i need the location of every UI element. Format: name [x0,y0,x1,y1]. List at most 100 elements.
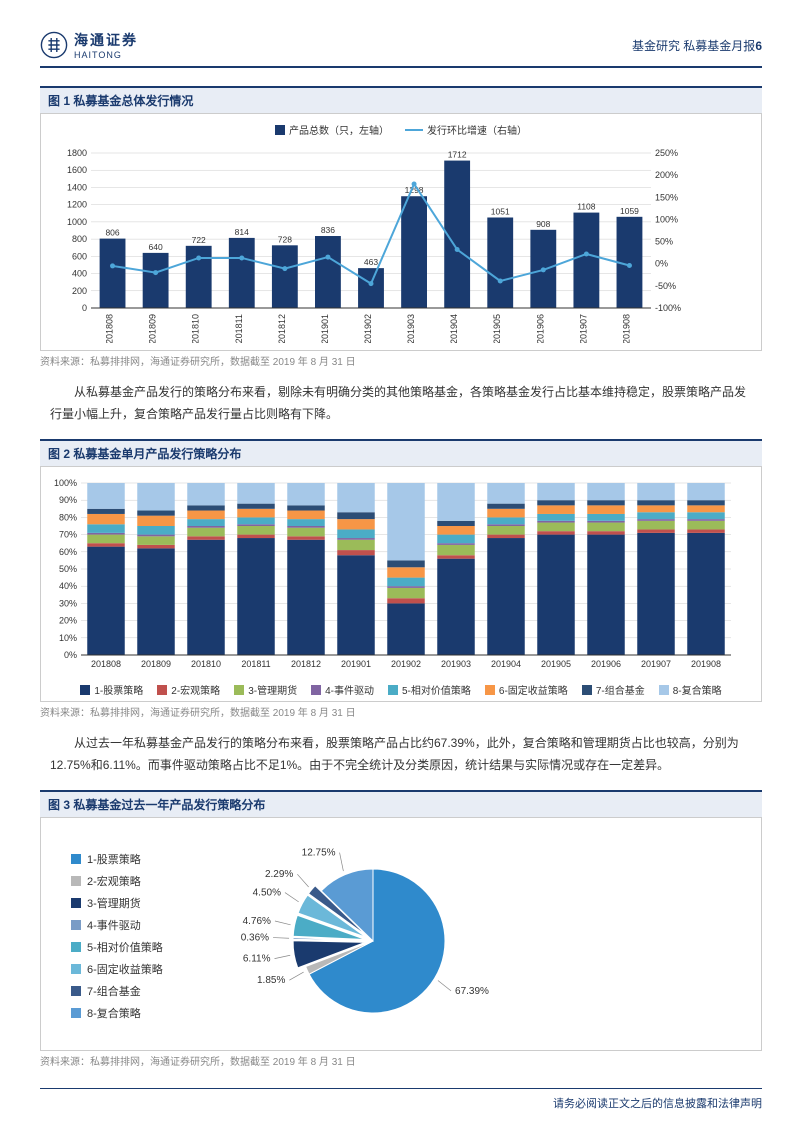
chart1-legend: 产品总数（只，左轴） 发行环比增速（右轴） [51,122,751,137]
svg-text:201812: 201812 [291,659,321,669]
legend-item: 2-宏观策略 [71,873,163,889]
svg-text:722: 722 [192,235,206,245]
svg-text:201812: 201812 [277,314,287,343]
svg-text:201908: 201908 [691,659,721,669]
chart3-source: 资料来源：私募排排网，海通证券研究所，数据截至 2019 年 8 月 31 日 [40,1053,762,1068]
legend-item: 2-宏观策略 [157,682,220,697]
svg-text:201808: 201808 [91,659,121,669]
svg-text:201901: 201901 [341,659,371,669]
chart2-block: 图 2 私募基金单月产品发行策略分布 0%10%20%30%40%50%60%7… [40,439,762,719]
legend-item: 4-事件驱动 [71,917,163,933]
paragraph-1: 从私募基金产品发行的策略分布来看，剔除未有明确分类的其他策略基金，各策略基金发行… [50,382,752,425]
legend-item: 5-相对价值策略 [71,939,163,955]
svg-text:-50%: -50% [655,281,676,291]
chart2-legend: 1-股票策略2-宏观策略3-管理期货4-事件驱动5-相对价值策略6-固定收益策略… [41,682,761,697]
legend-item: 7-组合基金 [71,983,163,999]
svg-text:814: 814 [235,227,249,237]
svg-text:150%: 150% [655,192,678,202]
legend-item: 产品总数（只，左轴） [275,122,389,137]
svg-text:1400: 1400 [67,182,87,192]
svg-text:600: 600 [72,251,87,261]
svg-text:201904: 201904 [491,659,521,669]
legend-item: 6-固定收益策略 [71,961,163,977]
legend-item: 4-事件驱动 [311,682,374,697]
svg-text:201810: 201810 [191,659,221,669]
svg-text:1712: 1712 [448,150,467,160]
chart3-block: 图 3 私募基金过去一年产品发行策略分布 1-股票策略 2-宏观策略 3-管理期货 4… [40,790,762,1068]
svg-text:201906: 201906 [591,659,621,669]
legend-item: 7-组合基金 [582,682,645,697]
svg-text:201902: 201902 [363,314,373,343]
svg-text:30%: 30% [59,599,77,609]
chart3-svg: 67.39%1.85%6.11%0.36%4.76%4.50%2.29%12.7… [193,836,533,1036]
svg-text:40%: 40% [59,581,77,591]
page-header: 海通证券 HAITONG 基金研究 私募基金月报6 [40,30,762,68]
svg-text:201809: 201809 [141,659,171,669]
svg-text:200%: 200% [655,170,678,180]
svg-text:1600: 1600 [67,165,87,175]
svg-text:4.50%: 4.50% [252,888,280,899]
svg-text:201906: 201906 [535,314,545,343]
brand-logo: 海通证券 HAITONG [40,30,138,60]
svg-text:201907: 201907 [578,314,588,343]
svg-text:50%: 50% [59,564,77,574]
svg-text:0%: 0% [64,650,77,660]
legend-item: 8-复合策略 [71,1005,163,1021]
svg-text:67.39%: 67.39% [455,986,489,997]
chart2-svg: 0%10%20%30%40%50%60%70%80%90%100%2018082… [41,475,741,675]
svg-text:10%: 10% [59,633,77,643]
svg-text:1000: 1000 [67,217,87,227]
chart1-svg: 020040060080010001200140016001800-100%-5… [51,143,691,343]
svg-text:0%: 0% [655,259,668,269]
svg-text:201905: 201905 [541,659,571,669]
svg-text:728: 728 [278,234,292,244]
svg-text:90%: 90% [59,495,77,505]
svg-text:1800: 1800 [67,148,87,158]
svg-text:12.75%: 12.75% [301,848,335,859]
svg-text:1200: 1200 [67,200,87,210]
svg-text:4.76%: 4.76% [242,916,270,927]
legend-item: 1-股票策略 [71,851,163,867]
svg-text:0.36%: 0.36% [240,933,268,944]
svg-text:201811: 201811 [241,659,270,669]
svg-text:201808: 201808 [105,314,115,343]
svg-text:201901: 201901 [320,314,330,343]
paragraph-2: 从过去一年私募基金产品发行的策略分布来看，股票策略产品占比约67.39%，此外，… [50,733,752,776]
chart1-block: 图 1 私募基金总体发行情况 产品总数（只，左轴）发行环比增速（右轴） 0200… [40,86,762,368]
legend-item: 8-复合策略 [659,682,722,697]
legend-item: 1-股票策略 [80,682,143,697]
chart3-legend: 1-股票策略 2-宏观策略 3-管理期货 4-事件驱动 5-相对价值策略 6-固定收益策略… [71,845,163,1027]
svg-text:463: 463 [364,257,378,267]
svg-text:201907: 201907 [641,659,671,669]
chart3-title: 图 3 私募基金过去一年产品发行策略分布 [40,790,762,817]
svg-text:80%: 80% [59,513,77,523]
legend-item: 发行环比增速（右轴） [405,122,527,137]
svg-text:100%: 100% [655,214,678,224]
legend-item: 3-管理期货 [71,895,163,911]
svg-text:400: 400 [72,269,87,279]
chart2-source: 资料来源：私募排排网，海通证券研究所，数据截至 2019 年 8 月 31 日 [40,704,762,719]
svg-text:250%: 250% [655,148,678,158]
svg-text:1108: 1108 [577,202,596,212]
svg-text:806: 806 [105,228,119,238]
brand-name-en: HAITONG [74,50,138,60]
brand-name-cn: 海通证券 [74,30,138,50]
svg-text:1051: 1051 [491,206,510,216]
legend-item: 5-相对价值策略 [388,682,471,697]
svg-text:200: 200 [72,286,87,296]
svg-text:20%: 20% [59,616,77,626]
svg-text:201902: 201902 [391,659,421,669]
svg-text:201908: 201908 [621,314,631,343]
page-number: 6 [755,39,762,53]
svg-text:908: 908 [536,219,550,229]
svg-text:6.11%: 6.11% [243,954,271,965]
svg-text:201905: 201905 [492,314,502,343]
svg-text:201903: 201903 [441,659,471,669]
svg-text:640: 640 [149,242,163,252]
svg-text:60%: 60% [59,547,77,557]
svg-text:201904: 201904 [449,314,459,343]
svg-text:100%: 100% [54,478,77,488]
svg-text:201809: 201809 [148,314,158,343]
svg-text:201811: 201811 [234,314,244,343]
header-right-text: 基金研究 私募基金月报6 [632,37,762,54]
